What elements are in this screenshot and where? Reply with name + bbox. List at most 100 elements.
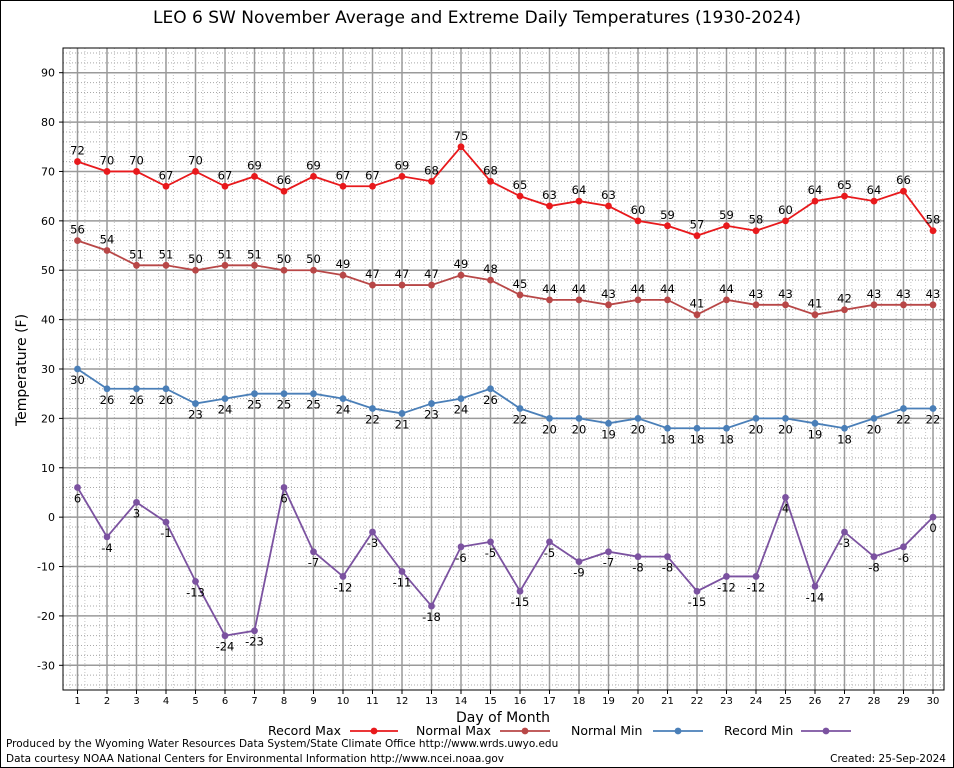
normal-max-data-label: 44 — [719, 282, 734, 296]
record-min-point — [251, 627, 258, 635]
y-tick-label: 50 — [41, 264, 55, 277]
record-min-data-label: -9 — [573, 566, 584, 580]
normal-max-data-label: 51 — [247, 247, 262, 261]
normal-min-data-label: 22 — [926, 413, 941, 427]
normal-min-data-label: 18 — [837, 432, 852, 446]
record-max-data-label: 65 — [513, 178, 528, 192]
normal-min-data-label: 22 — [896, 413, 911, 427]
y-tick-label: 30 — [41, 363, 55, 376]
normal-max-data-label: 41 — [808, 297, 823, 311]
normal-max-point — [133, 261, 140, 269]
record-min-data-label: -3 — [839, 536, 850, 550]
record-min-point — [664, 553, 671, 561]
normal-max-data-label: 49 — [454, 257, 469, 271]
normal-max-data-label: 43 — [867, 287, 882, 301]
normal-min-point — [605, 419, 612, 427]
record-max-data-label: 65 — [837, 178, 852, 192]
x-tick-label: 28 — [868, 696, 881, 707]
record-min-point — [162, 518, 170, 526]
record-min-point — [457, 543, 465, 551]
record-max-point — [133, 168, 140, 175]
record-min-point — [221, 632, 229, 640]
normal-min-point — [133, 385, 140, 393]
normal-max-data-label: 50 — [306, 252, 321, 266]
record-max-point — [369, 182, 376, 190]
record-max-data-label: 60 — [778, 203, 793, 217]
record-max-point — [575, 197, 583, 205]
normal-max-data-label: 56 — [70, 223, 85, 237]
record-max-data-label: 70 — [100, 153, 115, 167]
normal-max-data-label: 44 — [542, 282, 557, 296]
normal-max-point — [605, 301, 612, 309]
normal-min-point — [369, 405, 376, 412]
normal-min-point — [870, 414, 878, 422]
normal-min-point — [752, 414, 760, 422]
record-max-point — [339, 182, 347, 190]
normal-max-data-label: 51 — [129, 247, 144, 261]
x-tick-label: 11 — [366, 696, 379, 707]
normal-min-data-label: 26 — [483, 393, 498, 407]
legend-marker-record-min — [822, 727, 830, 735]
record-max-data-label: 63 — [542, 188, 557, 202]
record-min-data-label: -12 — [717, 580, 736, 594]
normal-min-point — [841, 424, 848, 432]
record-min-data-label: 0 — [929, 521, 936, 535]
normal-max-point — [516, 291, 524, 299]
x-tick-label: 7 — [251, 696, 257, 707]
normal-max-point — [192, 266, 199, 274]
normal-min-data-label: 25 — [247, 398, 262, 412]
normal-min-point — [74, 365, 81, 373]
record-max-point — [752, 227, 760, 235]
record-min-point — [546, 538, 553, 546]
record-max-data-label: 59 — [719, 208, 734, 222]
normal-max-point — [457, 271, 465, 279]
record-min-point — [929, 513, 937, 521]
normal-max-point — [546, 296, 553, 304]
x-tick-label: 16 — [514, 696, 527, 707]
record-max-point — [74, 158, 81, 165]
normal-min-point — [428, 400, 435, 407]
record-max-data-label: 59 — [660, 208, 675, 222]
legend-marker-record-max — [370, 727, 378, 735]
normal-min-data-label: 19 — [808, 427, 823, 441]
normal-min-data-label: 18 — [690, 432, 705, 446]
record-max-point — [192, 168, 199, 175]
x-tick-label: 19 — [602, 696, 615, 707]
normal-max-point — [487, 276, 494, 284]
normal-min-point — [693, 424, 701, 432]
normal-min-point — [457, 395, 465, 403]
record-min-data-label: -15 — [688, 595, 707, 609]
normal-min-point — [811, 419, 819, 427]
record-max-data-label: 69 — [395, 158, 410, 172]
record-min-point — [516, 587, 524, 595]
record-max-data-label: 64 — [572, 183, 587, 197]
normal-max-data-label: 48 — [483, 262, 498, 276]
x-tick-label: 10 — [337, 696, 350, 707]
normal-max-data-label: 43 — [749, 287, 764, 301]
record-min-data-label: -7 — [308, 556, 319, 570]
normal-min-data-label: 18 — [660, 432, 675, 446]
normal-max-line — [77, 239, 933, 316]
record-min-data-label: 4 — [782, 501, 789, 515]
normal-max-point — [634, 296, 642, 304]
normal-max-point — [428, 281, 435, 289]
record-max-data-label: 68 — [483, 163, 498, 177]
record-min-data-label: -6 — [455, 551, 466, 565]
legend-label-record-max: Record Max — [268, 723, 341, 738]
record-max-point — [280, 187, 288, 195]
record-max-point — [693, 232, 701, 240]
normal-min-data-label: 26 — [129, 393, 144, 407]
record-max-data-label: 64 — [867, 183, 882, 197]
x-tick-label: 18 — [573, 696, 586, 707]
x-tick-label: 6 — [222, 696, 228, 707]
record-max-point — [162, 182, 170, 190]
x-tick-label: 25 — [779, 696, 792, 707]
record-min-point — [133, 498, 140, 506]
normal-min-point — [280, 390, 288, 398]
normal-min-data-label: 20 — [631, 422, 646, 436]
normal-max-data-label: 51 — [218, 247, 233, 261]
record-max-point — [428, 177, 435, 185]
record-min-data-label: -11 — [393, 575, 412, 589]
x-tick-label: 29 — [897, 696, 910, 707]
